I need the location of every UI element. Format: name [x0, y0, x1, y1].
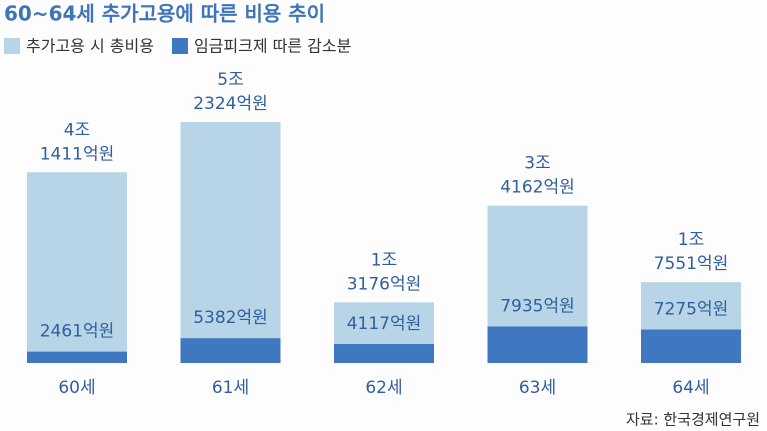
x-tick-label: 64세 [672, 378, 709, 398]
legend-label: 추가고용 시 총비용 [26, 37, 154, 56]
bar [487, 326, 588, 363]
bar [641, 329, 741, 363]
value-label: 3조 [524, 154, 550, 174]
value-label: 4162억원 [500, 178, 575, 198]
value-label: 3176억원 [347, 274, 422, 294]
x-tick-label: 62세 [365, 378, 402, 398]
legend-label: 임금피크제 따른 감소분 [194, 37, 351, 56]
value-label: 1조 [678, 230, 704, 250]
value-label: 5382억원 [193, 308, 268, 328]
bar [27, 351, 127, 363]
value-label: 7935억원 [500, 296, 575, 316]
legend-swatch [4, 38, 20, 54]
x-tick-label: 63세 [519, 378, 556, 398]
bar [180, 122, 281, 363]
chart-title: 60~64세 추가고용에 따른 비용 추이 [4, 2, 325, 26]
legend-swatch [171, 38, 188, 54]
value-label: 1411억원 [40, 144, 115, 164]
x-tick-label: 61세 [212, 378, 249, 398]
value-label: 1조 [371, 250, 397, 270]
value-label: 5조 [217, 70, 243, 90]
bar [334, 344, 434, 363]
value-label: 4117억원 [347, 314, 422, 334]
value-label: 7551억원 [654, 254, 729, 274]
bar [27, 172, 127, 363]
value-label: 7275억원 [654, 299, 729, 319]
source: 자료: 한국경제연구원 [626, 411, 760, 429]
value-label: 4조 [64, 120, 90, 140]
bar [180, 338, 281, 363]
value-label: 2324억원 [193, 94, 268, 114]
x-tick-label: 60세 [58, 378, 95, 398]
value-label: 2461억원 [40, 322, 115, 342]
